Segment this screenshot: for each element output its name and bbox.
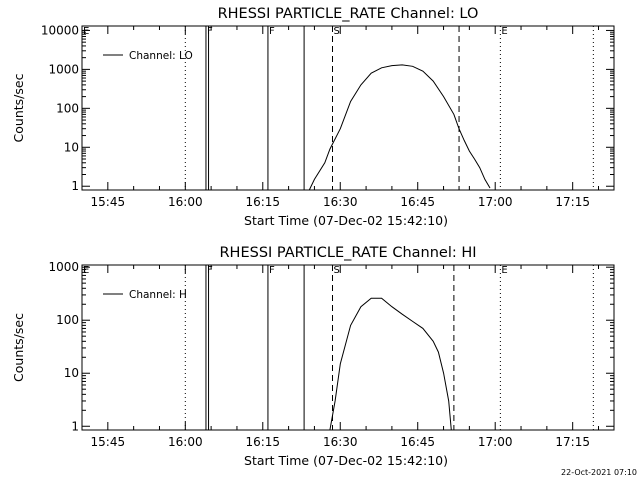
x-tick-label: 15:45 [91,195,126,209]
y-tick-label: 100 [56,101,79,115]
plot-timestamp: 22-Oct-2021 07:10 [561,468,637,477]
x-tick-label: 16:15 [245,195,280,209]
x-tick-label: 17:15 [555,435,590,449]
x-tick-label: 16:30 [323,195,358,209]
y-tick-label: 100 [56,313,79,327]
y-tick-label: 1 [71,419,79,433]
marker-label: E [501,265,507,276]
marker-label: F [269,265,275,276]
x-tick-label: 17:15 [555,195,590,209]
chart-title: RHESSI PARTICLE_RATE Channel: LO [218,6,479,22]
y-axis-label: Counts/sec [11,73,26,142]
y-tick-label: 10 [64,140,79,154]
x-tick-label: 15:45 [91,435,126,449]
series-line [329,297,452,431]
x-tick-label: 17:00 [478,195,513,209]
x-tick-label: 16:00 [168,195,203,209]
x-tick-label: 17:00 [478,435,513,449]
x-tick-label: 16:30 [323,435,358,449]
y-tick-label: 1000 [48,62,79,76]
chart-panel-2: RHESSI PARTICLE_RATE Channel: HI E F F S E 15:… [11,245,615,468]
marker-label: S [334,265,340,276]
y-tick-label: 1000 [48,260,79,274]
x-tick-label: 16:45 [400,435,435,449]
x-tick-label: 16:45 [400,195,435,209]
marker-label: F [207,26,213,37]
series-line [308,64,491,191]
x-tick-label: 16:00 [168,435,203,449]
marker-label: F [269,26,275,37]
marker-label: F [207,265,213,276]
x-axis-label: Start Time (07-Dec-02 15:42:10) [244,453,448,468]
legend-label: Channel: LO [129,50,193,62]
marker-label: E [501,26,507,37]
y-tick-label: 1 [71,179,79,193]
y-tick-label: 10 [64,366,79,380]
y-axis-label: Counts/sec [11,313,26,382]
chart-title: RHESSI PARTICLE_RATE Channel: HI [219,245,476,261]
marker-label: E [83,26,89,37]
y-tick-label: 10000 [41,23,79,37]
x-axis-label: Start Time (07-Dec-02 15:42:10) [244,213,448,228]
marker-label: E [83,265,89,276]
chart-panel-1: RHESSI PARTICLE_RATE Channel: LO E F F S E 15:… [11,6,615,228]
legend-label: Channel: H [129,289,187,301]
marker-label: S [334,26,340,37]
x-tick-label: 16:15 [245,435,280,449]
